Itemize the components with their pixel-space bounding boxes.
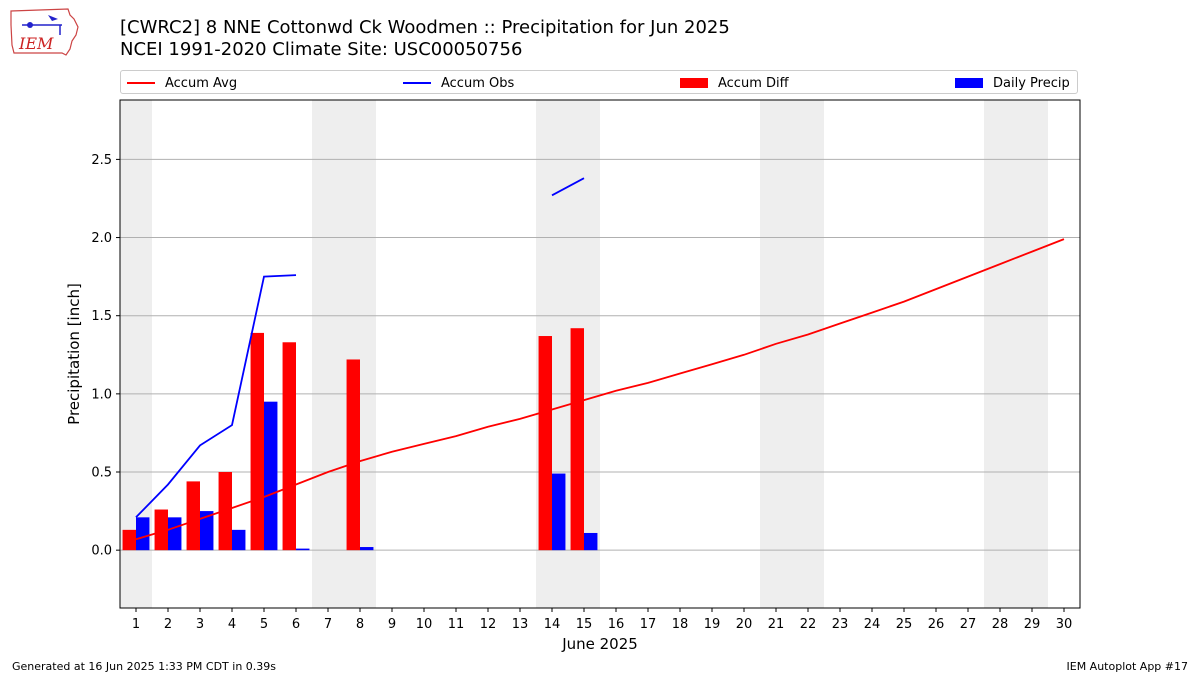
x-tick-label: 22 (800, 617, 817, 632)
x-tick-label: 11 (448, 617, 465, 632)
weekend-band (312, 100, 344, 608)
x-tick-label: 25 (896, 617, 913, 632)
x-tick-label: 5 (260, 617, 268, 632)
accum-diff-bar (346, 359, 360, 551)
x-tick-label: 15 (576, 617, 593, 632)
accum-avg-line (135, 238, 1065, 541)
daily-precip-bar (360, 547, 374, 551)
legend-label: Accum Diff (718, 75, 789, 91)
legend-swatch (403, 82, 431, 84)
x-tick-label: 10 (416, 617, 433, 632)
chart-title-line2: NCEI 1991-2020 Climate Site: USC00050756 (120, 39, 523, 60)
daily-precip-bar (136, 517, 150, 551)
plot-series (122, 177, 1065, 551)
accum-diff-bar (250, 332, 264, 551)
y-tick-label: 1.0 (91, 387, 112, 402)
legend-swatch (955, 78, 983, 88)
x-tick-label: 16 (608, 617, 625, 632)
accum-diff-bar (122, 529, 136, 551)
weekend-band (792, 100, 824, 608)
legend-item-daily-precip: Daily Precip (955, 74, 1070, 92)
x-tick-label: 17 (640, 617, 657, 632)
legend: Accum Avg Accum Obs Accum Diff Daily Pre… (120, 70, 1078, 94)
x-tick-label: 2 (164, 617, 172, 632)
x-axis-label: June 2025 (561, 635, 638, 653)
x-tick-label: 1 (132, 617, 140, 632)
daily-precip-bar (232, 529, 246, 551)
weekend-band (1016, 100, 1048, 608)
legend-swatch (680, 78, 708, 88)
logo-text: IEM (18, 34, 54, 53)
x-tick-label: 4 (228, 617, 236, 632)
plot-frame (119, 99, 1081, 609)
legend-item-accum-obs: Accum Obs (403, 74, 514, 92)
y-axis-label: Precipitation [inch] (65, 283, 83, 425)
x-tick-label: 27 (960, 617, 977, 632)
iem-logo: IEM (10, 8, 79, 56)
accum-diff-bar (186, 481, 200, 551)
y-tick-label: 0.0 (91, 544, 112, 559)
legend-label: Daily Precip (993, 75, 1070, 91)
accum-diff-bar (570, 328, 584, 551)
x-tick-label: 18 (672, 617, 689, 632)
weekend-band (760, 100, 792, 608)
daily-precip-bar (296, 548, 310, 551)
x-tick-label: 3 (196, 617, 204, 632)
weekend-band (984, 100, 1016, 608)
logo-arrow (48, 15, 58, 21)
accum-diff-bar (282, 342, 296, 551)
x-tick-label: 13 (512, 617, 529, 632)
y-tick-label: 2.0 (91, 231, 112, 246)
legend-label: Accum Avg (165, 75, 238, 91)
x-tick-label: 20 (736, 617, 753, 632)
x-tick-label: 21 (768, 617, 785, 632)
y-tick-label: 2.5 (91, 153, 112, 168)
accum-obs-line (551, 177, 585, 197)
x-tick-label: 30 (1056, 617, 1073, 632)
daily-precip-bar (168, 517, 182, 551)
accum-obs-line (135, 274, 297, 518)
legend-label: Accum Obs (441, 75, 515, 91)
x-tick-label: 7 (324, 617, 332, 632)
daily-precip-bar (584, 532, 598, 551)
x-tick-label: 19 (704, 617, 721, 632)
chart-title-line1: [CWRC2] 8 NNE Cottonwd Ck Woodmen :: Pre… (120, 17, 730, 38)
x-tick-label: 9 (388, 617, 396, 632)
x-tick-label: 23 (832, 617, 849, 632)
legend-item-accum-avg: Accum Avg (127, 74, 237, 92)
x-tick-label: 26 (928, 617, 945, 632)
daily-precip-bar (264, 401, 278, 551)
x-tick-label: 24 (864, 617, 881, 632)
x-tick-label: 28 (992, 617, 1009, 632)
x-tick-label: 6 (292, 617, 300, 632)
daily-precip-bar (552, 473, 566, 551)
logo-dot (27, 22, 33, 28)
y-tick-label: 1.5 (91, 309, 112, 324)
y-tick-label: 0.5 (91, 466, 112, 481)
x-tick-label: 29 (1024, 617, 1041, 632)
footer-app: IEM Autoplot App #17 (1066, 660, 1189, 673)
iowa-outline-shape (10, 8, 79, 56)
x-tick-label: 8 (356, 617, 364, 632)
footer-generated: Generated at 16 Jun 2025 1:33 PM CDT in … (12, 660, 277, 673)
legend-swatch (127, 82, 155, 84)
x-tick-label: 14 (544, 617, 561, 632)
accum-diff-bar (154, 509, 168, 551)
daily-precip-bar (200, 511, 214, 551)
accum-diff-bar (538, 336, 552, 551)
legend-item-accum-diff: Accum Diff (680, 74, 789, 92)
x-tick-label: 12 (480, 617, 497, 632)
